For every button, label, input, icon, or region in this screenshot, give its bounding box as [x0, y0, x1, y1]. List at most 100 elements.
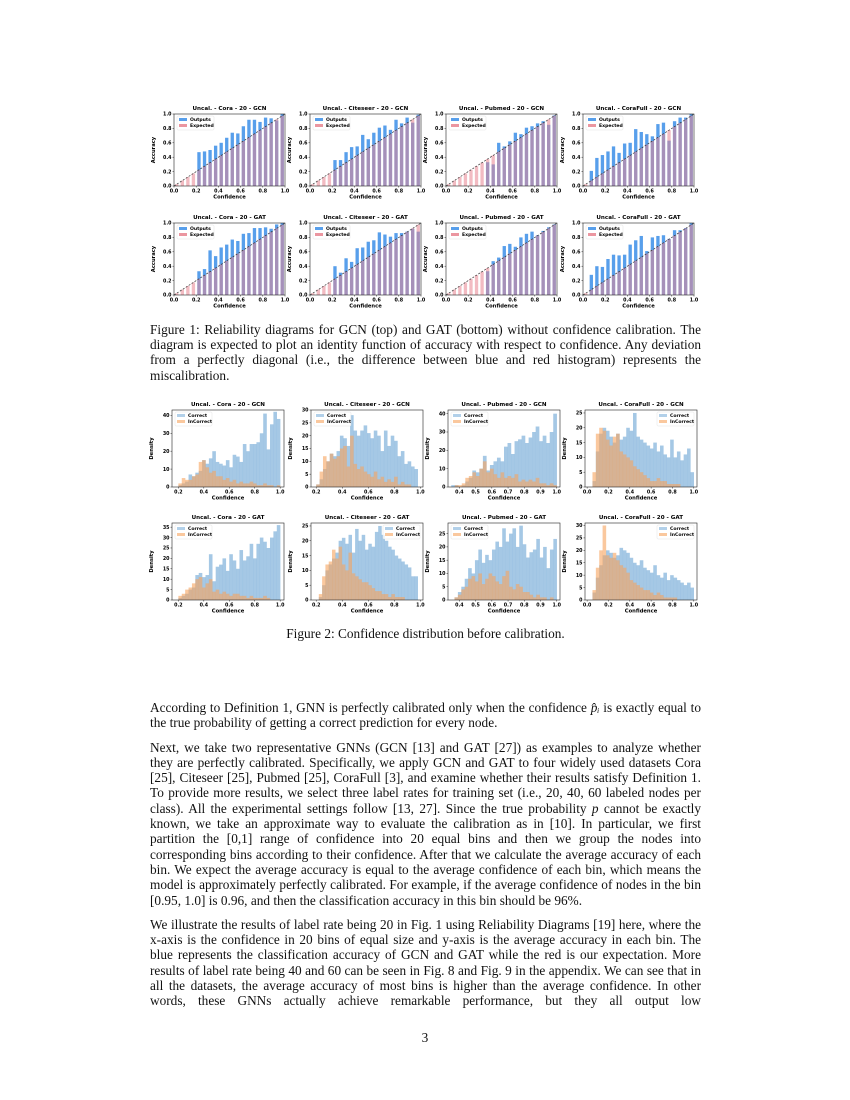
- incorrect-bin: [351, 573, 356, 600]
- correct-bin: [239, 461, 244, 487]
- expected-bar: [589, 289, 593, 295]
- y-tick-label: 1.0: [435, 112, 444, 118]
- incorrect-bin: [365, 582, 369, 600]
- identity-diagonal: [309, 113, 422, 187]
- expected-bar: [600, 173, 605, 186]
- incorrect-bin: [595, 567, 600, 600]
- x-tick-label: 0.4: [486, 189, 495, 195]
- incorrect-bin: [612, 552, 617, 600]
- incorrect-bin: [360, 466, 364, 487]
- expected-bar: [628, 264, 632, 295]
- correct-bin: [670, 439, 674, 487]
- expected-bar: [650, 250, 655, 295]
- incorrect-bin: [633, 582, 637, 600]
- correct-bin: [676, 580, 681, 600]
- incorrect-bin: [322, 456, 327, 487]
- expected-bar: [388, 242, 393, 295]
- axes-frame: [584, 409, 698, 488]
- incorrect-bin: [188, 587, 193, 600]
- incorrect-bin: [343, 445, 347, 487]
- x-axis-label: Confidence: [213, 195, 246, 201]
- incorrect-bin: [629, 580, 634, 600]
- y-axis-label: Density: [562, 437, 568, 460]
- expected-bar: [447, 184, 451, 186]
- incorrect-bin: [363, 471, 368, 487]
- incorrect-bin: [397, 484, 402, 487]
- correct-bin: [266, 449, 271, 487]
- expected-bar: [241, 250, 246, 295]
- y-tick-label: 1.0: [299, 112, 308, 118]
- incorrect-bin: [400, 481, 405, 487]
- incorrect-bin: [656, 478, 661, 487]
- incorrect-bin: [391, 594, 395, 600]
- correct-bin: [474, 560, 479, 600]
- x-axis-label: Confidence: [212, 496, 245, 502]
- incorrect-bin: [643, 475, 647, 487]
- x-tick-label: 0.9: [536, 603, 545, 609]
- correct-bin: [660, 445, 664, 487]
- expected-bar: [186, 286, 190, 295]
- incorrect-bin: [397, 597, 402, 600]
- correct-bin: [515, 546, 520, 600]
- x-tick-label: 0.0: [170, 189, 179, 195]
- y-tick-label: 5: [305, 472, 308, 478]
- correct-bin: [273, 531, 277, 600]
- legend-label: InCorrect: [670, 419, 695, 425]
- incorrect-bin: [374, 591, 379, 600]
- incorrect-bin: [178, 483, 182, 487]
- legend-label: Correct: [396, 526, 416, 532]
- correct-bin: [519, 525, 523, 600]
- y-tick-label: 0.6: [163, 250, 172, 256]
- correct-bin: [543, 546, 547, 600]
- incorrect-bin: [370, 476, 374, 487]
- legend-swatch: [453, 414, 461, 417]
- correct-bin: [690, 587, 694, 600]
- correct-bin: [481, 562, 486, 600]
- paragraph-definition: According to Definition 1, GNN is perfec…: [150, 700, 701, 731]
- incorrect-bin: [239, 595, 244, 600]
- correct-bin: [242, 560, 247, 600]
- incorrect-bin: [528, 479, 533, 487]
- correct-bin: [663, 454, 667, 487]
- incorrect-bin: [649, 481, 654, 487]
- incorrect-bin: [622, 567, 627, 600]
- expected-bar: [595, 177, 599, 186]
- y-tick-label: 0.2: [435, 169, 444, 175]
- correct-bin: [388, 546, 392, 600]
- expected-bar: [275, 119, 279, 186]
- incorrect-bin: [602, 430, 607, 487]
- correct-bin: [397, 558, 402, 600]
- chart-svg: Uncal. - CoraFull - 20 - GCN 0.0 0.2 0.4 0.6…: [562, 402, 699, 502]
- correct-bin: [451, 485, 455, 487]
- chart-svg: Uncal. - Cora - 20 - GCN 0.2 0.4 0.6 0.8 1.0 0…: [149, 402, 285, 502]
- legend-label: InCorrect: [188, 532, 213, 538]
- correct-bin: [259, 433, 264, 487]
- x-tick-label: 0.6: [225, 603, 234, 609]
- y-tick-label: 5: [305, 583, 308, 589]
- y-tick-label: 15: [302, 553, 309, 559]
- expected-bar: [547, 228, 551, 295]
- expected-bar: [416, 224, 420, 295]
- incorrect-bin: [500, 472, 505, 487]
- expected-bar: [584, 184, 588, 186]
- expected-bar: [650, 141, 655, 186]
- correct-bin: [656, 451, 661, 487]
- x-tick-label: 0.2: [328, 298, 337, 304]
- legend-label: Correct: [464, 413, 484, 419]
- x-tick-label: 1.0: [417, 189, 426, 195]
- reliability-diagram: Uncal. - CoraFull - 20 - GAT 0.0 0.2 0.4 0.6…: [559, 210, 699, 310]
- legend-label: Outputs: [599, 226, 620, 232]
- identity-diagonal: [445, 222, 558, 296]
- legend-label: Expected: [462, 123, 486, 129]
- incorrect-bin: [208, 579, 213, 600]
- incorrect-bin: [468, 476, 473, 487]
- legend-swatch: [385, 527, 393, 530]
- correct-bin: [236, 456, 240, 487]
- confidence-histogram: Uncal. - CoraFull - 20 - GCN 0.0 0.2 0.4 0.6…: [561, 398, 699, 502]
- correct-bin: [504, 446, 508, 487]
- correct-bin: [639, 560, 644, 600]
- incorrect-bin: [219, 593, 223, 600]
- incorrect-bin: [491, 576, 496, 600]
- x-axis-label: Confidence: [351, 609, 384, 615]
